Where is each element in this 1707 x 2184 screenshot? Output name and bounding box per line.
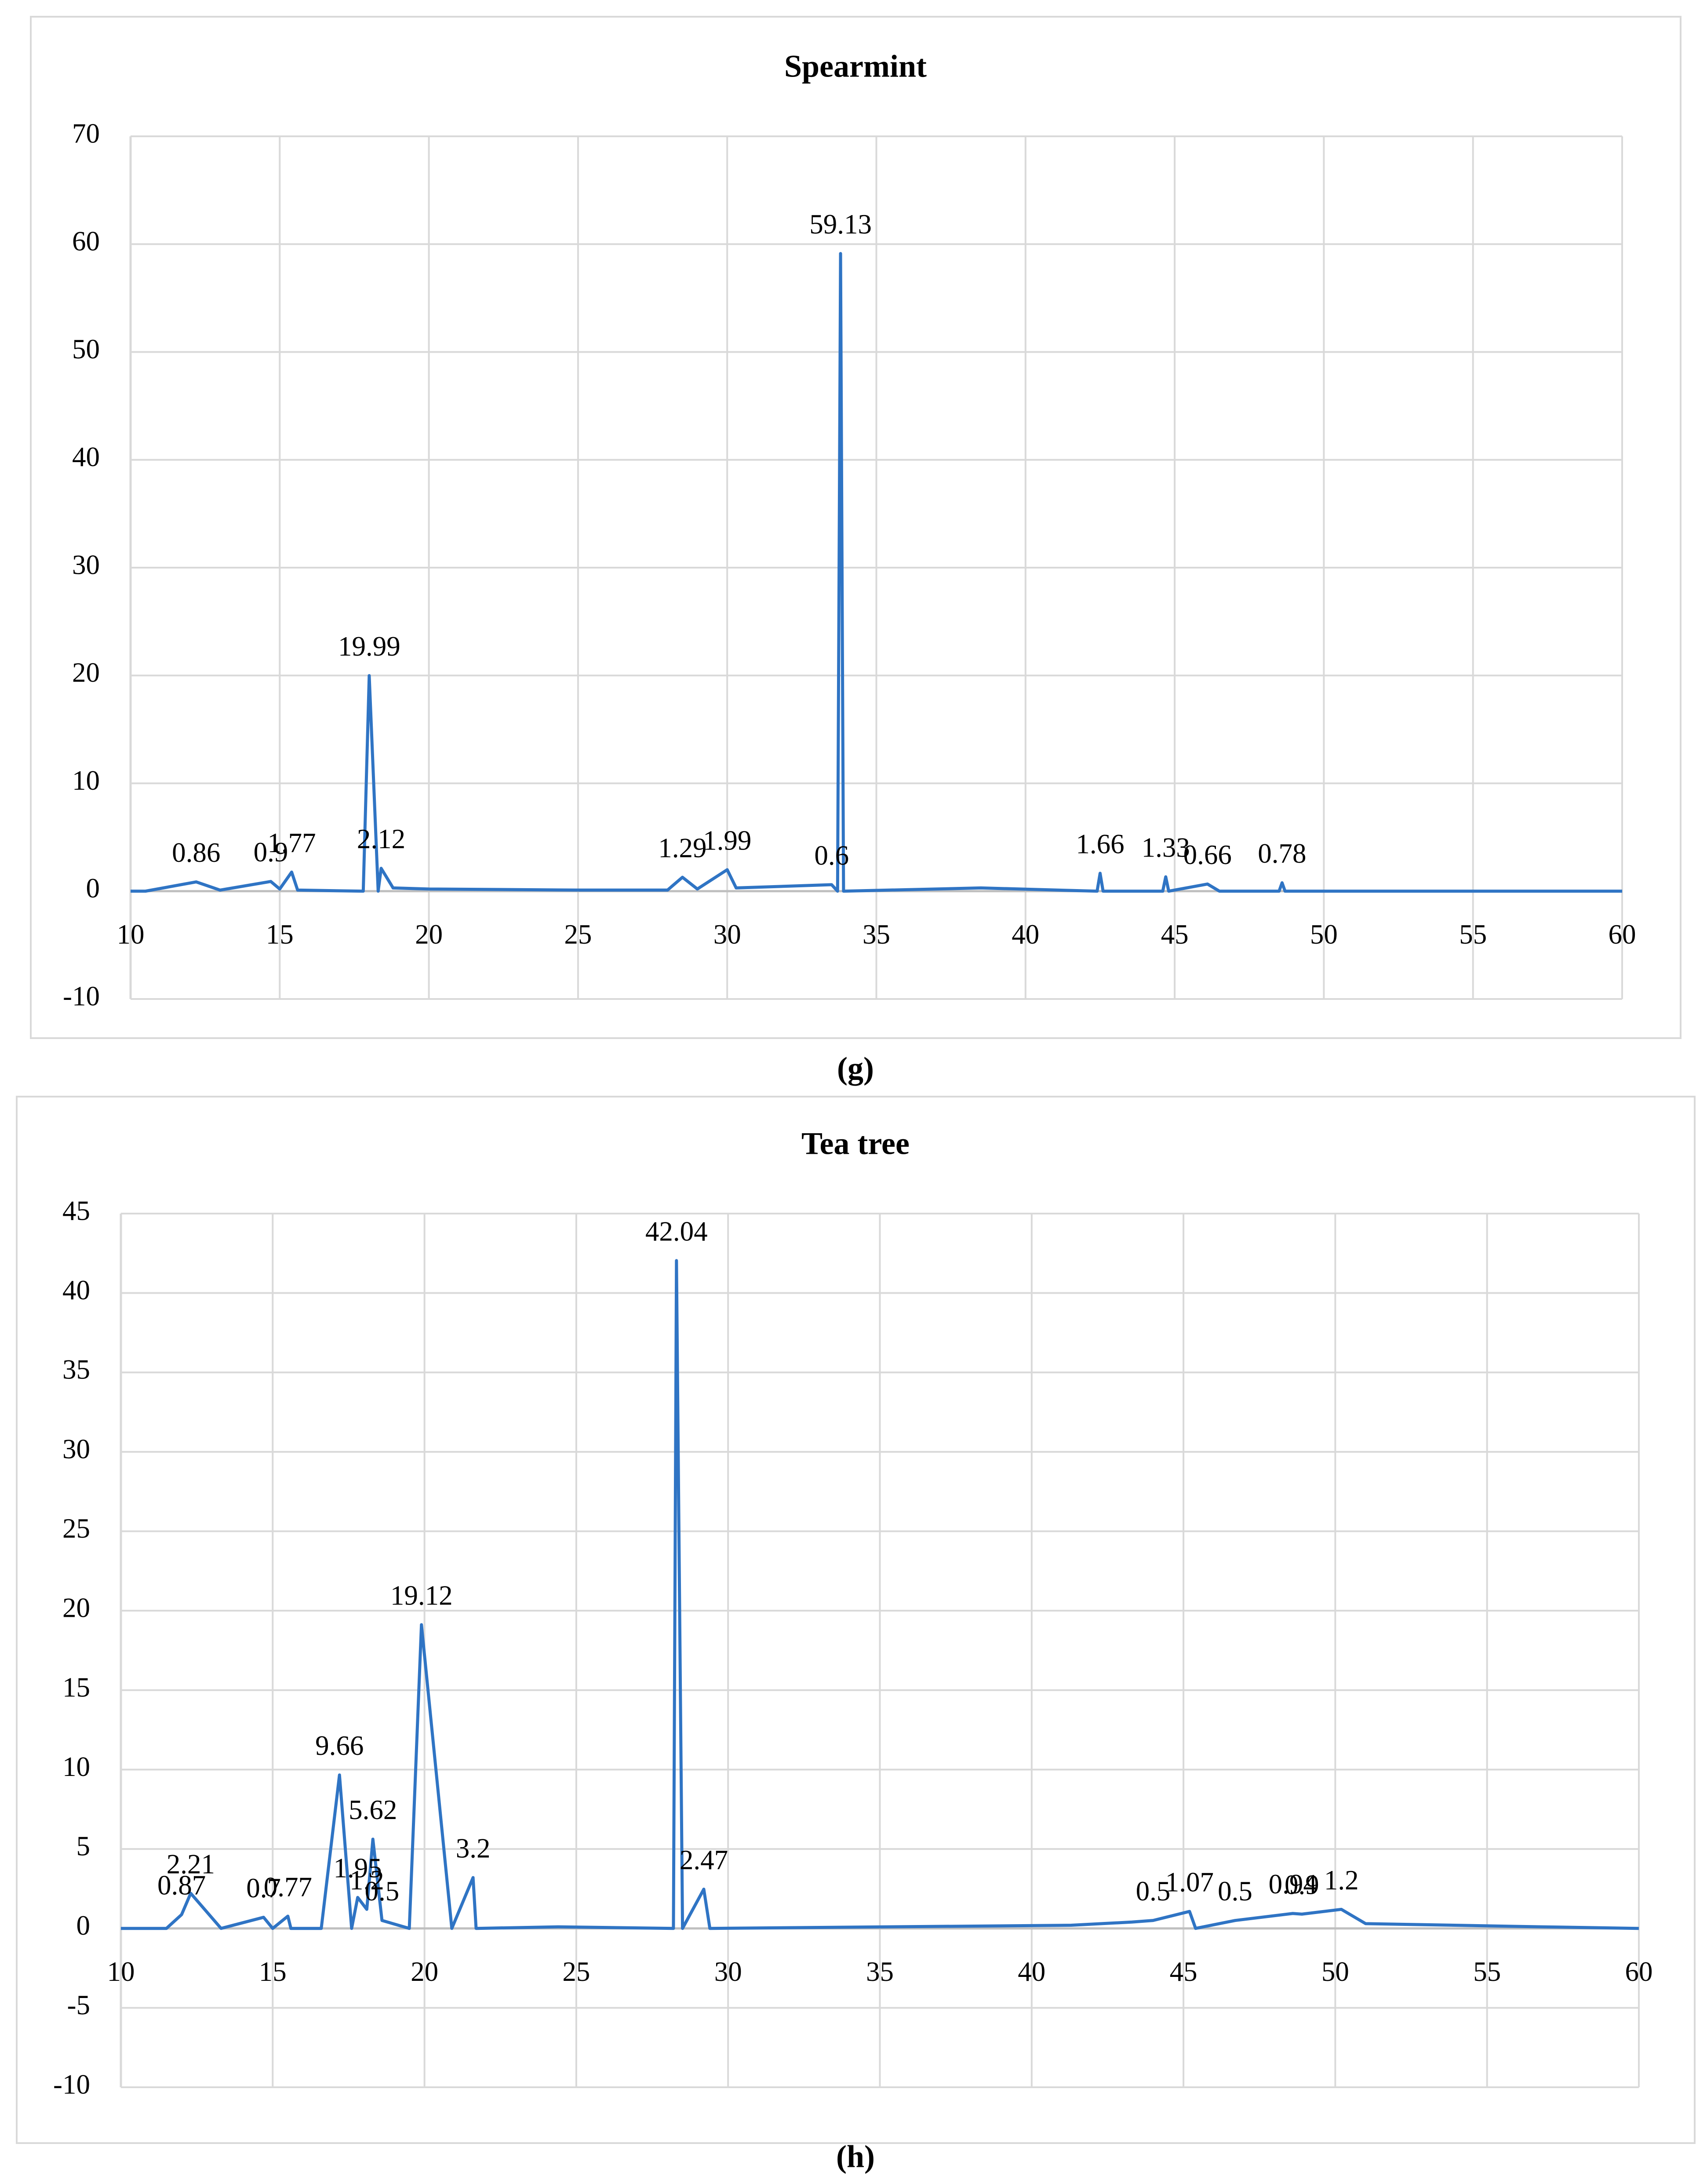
- y-tick-label: 10: [62, 1751, 90, 1782]
- data-label: 19.12: [390, 1580, 453, 1611]
- data-line: [131, 252, 1622, 893]
- data-label: 1.77: [267, 828, 316, 858]
- x-tick-label: 20: [411, 1956, 438, 1987]
- data-label: 0.5: [1136, 1876, 1171, 1907]
- data-label: 1.2: [1324, 1865, 1359, 1896]
- data-label: 59.13: [809, 209, 872, 240]
- x-tick-label: 40: [1012, 919, 1039, 950]
- x-tick-label: 60: [1609, 919, 1636, 950]
- x-tick-label: 20: [415, 919, 443, 950]
- x-tick-label: 60: [1625, 1956, 1653, 1987]
- x-tick-label: 25: [562, 1956, 590, 1987]
- y-tick-label: 35: [62, 1354, 90, 1385]
- data-label: 0.66: [1183, 839, 1232, 870]
- data-label: 0.87: [157, 1870, 206, 1901]
- data-label: 0.7: [246, 1873, 281, 1903]
- x-tick-label: 15: [266, 919, 294, 950]
- y-tick-label: 40: [72, 441, 100, 472]
- x-tick-label: 35: [866, 1956, 894, 1987]
- chart-title: Spearmint: [784, 49, 927, 84]
- y-tick-label: 25: [62, 1513, 90, 1544]
- data-label: 1.95: [334, 1853, 382, 1884]
- x-tick-label: 45: [1170, 1956, 1197, 1987]
- y-tick-label: 20: [62, 1593, 90, 1623]
- y-tick-label: 40: [62, 1275, 90, 1305]
- caption: (g): [837, 1051, 874, 1086]
- data-label: 0.77: [264, 1871, 312, 1902]
- y-tick-label: 15: [62, 1672, 90, 1703]
- y-tick-label: 45: [62, 1195, 90, 1226]
- y-tick-label: 5: [76, 1831, 91, 1862]
- data-label: 1.29: [658, 833, 706, 864]
- data-label: 1.33: [1142, 832, 1190, 863]
- x-tick-label: 35: [863, 919, 890, 950]
- data-label: 0.9: [254, 837, 288, 868]
- data-label: 0.6: [814, 840, 849, 871]
- data-label: 5.62: [349, 1794, 397, 1825]
- x-tick-label: 50: [1310, 919, 1338, 950]
- y-tick-label: -10: [63, 981, 100, 1011]
- data-label: 1.2: [349, 1865, 384, 1896]
- y-tick-label: 30: [62, 1433, 90, 1464]
- chart-frame: [16, 1096, 1696, 2144]
- data-label: 2.47: [680, 1845, 728, 1875]
- data-label: 2.21: [167, 1849, 215, 1879]
- data-label: 2.12: [357, 824, 405, 854]
- data-line: [121, 1259, 1639, 1930]
- data-label: 1.66: [1076, 828, 1124, 859]
- data-label: 1.99: [703, 825, 751, 856]
- data-label: 0.78: [1258, 838, 1306, 869]
- y-tick-label: 70: [72, 118, 100, 149]
- data-label: 19.99: [338, 631, 400, 662]
- y-tick-label: 10: [72, 765, 100, 796]
- y-tick-label: 20: [72, 657, 100, 688]
- x-tick-label: 30: [714, 1956, 742, 1987]
- data-label: 0.5: [1218, 1876, 1252, 1907]
- y-tick-label: 30: [72, 549, 100, 580]
- x-tick-label: 50: [1321, 1956, 1349, 1987]
- x-tick-label: 40: [1018, 1956, 1045, 1987]
- data-label: 3.2: [456, 1833, 491, 1864]
- x-tick-label: 55: [1459, 919, 1487, 950]
- chart-frame: [30, 16, 1682, 1039]
- x-tick-label: 45: [1161, 919, 1189, 950]
- x-tick-label: 30: [713, 919, 741, 950]
- data-label: 0.5: [365, 1876, 400, 1907]
- x-tick-label: 15: [259, 1956, 287, 1987]
- y-tick-label: 0: [86, 873, 100, 904]
- x-tick-label: 25: [564, 919, 592, 950]
- data-label: 0.9: [1285, 1870, 1319, 1900]
- y-tick-label: 50: [72, 334, 100, 365]
- data-label: 1.07: [1165, 1867, 1214, 1898]
- chart-title: Tea tree: [801, 1126, 910, 1161]
- x-tick-label: 55: [1473, 1956, 1501, 1987]
- data-label: 9.66: [315, 1730, 364, 1761]
- y-tick-label: 0: [76, 1910, 91, 1941]
- data-label: 0.94: [1269, 1869, 1317, 1900]
- y-tick-label: -10: [53, 2069, 90, 2100]
- data-label: 0.86: [172, 837, 220, 868]
- caption: (h): [836, 2139, 875, 2174]
- data-label: 42.04: [645, 1216, 708, 1247]
- y-tick-label: -5: [67, 1990, 90, 2020]
- y-tick-label: 60: [72, 226, 100, 257]
